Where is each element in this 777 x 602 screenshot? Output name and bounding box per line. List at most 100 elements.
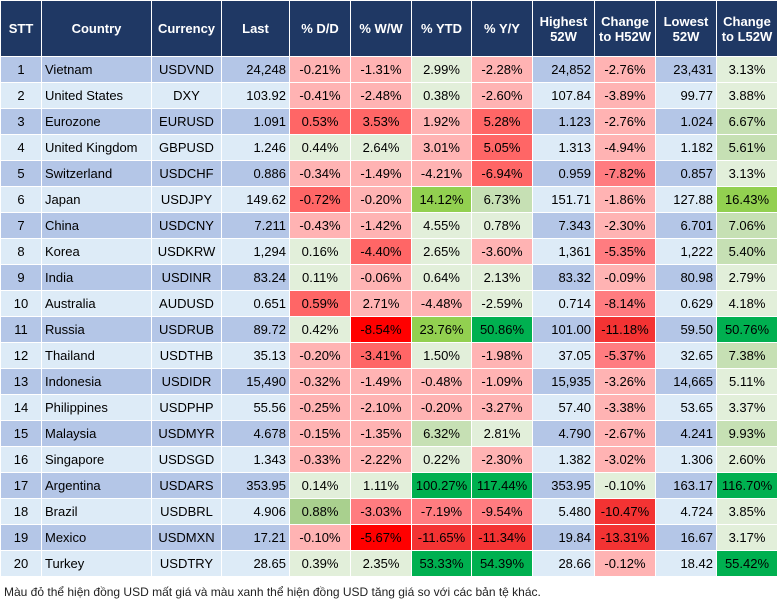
cell-high: 7.343: [532, 212, 595, 239]
cell-l52: 5.11%: [716, 368, 777, 395]
cell-high: 101.00: [532, 316, 595, 343]
header-yy: % Y/Y: [471, 0, 533, 57]
cell-currency: USDJPY: [151, 186, 222, 213]
table-row: 12 Thailand USDTHB 35.13 -0.20% -3.41% 1.50% -1…: [0, 342, 777, 369]
cell-last: 0.651: [221, 290, 290, 317]
cell-country: United Kingdom: [41, 134, 152, 161]
table-row: 3 Eurozone EURUSD 1.091 0.53% 3.53% 1.92% 5.28%…: [0, 108, 777, 135]
cell-yy: 54.39%: [471, 550, 533, 577]
cell-low: 59.50: [655, 316, 717, 343]
footnote: Màu đỏ thể hiện đồng USD mất giá và màu …: [4, 585, 541, 599]
cell-l52: 3.17%: [716, 524, 777, 551]
cell-yy: 50.86%: [471, 316, 533, 343]
cell-yy: -3.60%: [471, 238, 533, 265]
currency-table: STT Country Currency Last% D/D% W/W% YTD% Y…: [0, 0, 777, 577]
cell-last: 35.13: [221, 342, 290, 369]
cell-low: 23,431: [655, 56, 717, 83]
cell-high: 19.84: [532, 524, 595, 551]
cell-last: 1.091: [221, 108, 290, 135]
table-row: 18 Brazil USDBRL 4.906 0.88% -3.03% -7.19% -9.5…: [0, 498, 777, 525]
cell-ww: 2.35%: [350, 550, 412, 577]
cell-ww: 2.64%: [350, 134, 412, 161]
cell-last: 4.678: [221, 420, 290, 447]
cell-l52: 55.42%: [716, 550, 777, 577]
cell-yy: -3.27%: [471, 394, 533, 421]
cell-country: Mexico: [41, 524, 152, 551]
cell-h52: -5.35%: [594, 238, 656, 265]
cell-last: 1.343: [221, 446, 290, 473]
cell-ytd: -0.48%: [411, 368, 472, 395]
cell-low: 53.65: [655, 394, 717, 421]
table-row: 20 Turkey USDTRY 28.65 0.39% 2.35% 53.33% 54.39…: [0, 550, 777, 577]
cell-last: 353.95: [221, 472, 290, 499]
cell-stt: 5: [0, 160, 42, 187]
cell-stt: 13: [0, 368, 42, 395]
cell-dd: -0.21%: [289, 56, 351, 83]
cell-ww: -0.06%: [350, 264, 412, 291]
header-l52: Change to L52W: [716, 0, 777, 57]
header-ww: % W/W: [350, 0, 412, 57]
cell-low: 1.182: [655, 134, 717, 161]
cell-last: 149.62: [221, 186, 290, 213]
cell-country: Indonesia: [41, 368, 152, 395]
cell-ytd: 100.27%: [411, 472, 472, 499]
cell-low: 1.024: [655, 108, 717, 135]
cell-ww: -1.42%: [350, 212, 412, 239]
cell-low: 1,222: [655, 238, 717, 265]
header-last: Last: [221, 0, 290, 57]
header-high: Highest 52W: [532, 0, 595, 57]
cell-high: 15,935: [532, 368, 595, 395]
cell-country: Korea: [41, 238, 152, 265]
cell-stt: 20: [0, 550, 42, 577]
cell-h52: -2.67%: [594, 420, 656, 447]
cell-ytd: 3.01%: [411, 134, 472, 161]
cell-low: 32.65: [655, 342, 717, 369]
cell-yy: 5.28%: [471, 108, 533, 135]
cell-low: 127.88: [655, 186, 717, 213]
cell-high: 1.313: [532, 134, 595, 161]
cell-dd: 0.11%: [289, 264, 351, 291]
cell-low: 0.857: [655, 160, 717, 187]
cell-stt: 10: [0, 290, 42, 317]
cell-stt: 17: [0, 472, 42, 499]
cell-high: 4.790: [532, 420, 595, 447]
cell-currency: USDMYR: [151, 420, 222, 447]
cell-high: 83.32: [532, 264, 595, 291]
cell-h52: -1.86%: [594, 186, 656, 213]
cell-h52: -0.12%: [594, 550, 656, 577]
table-row: 6 Japan USDJPY 149.62 -0.72% -0.20% 14.12% 6.73…: [0, 186, 777, 213]
cell-country: Russia: [41, 316, 152, 343]
cell-dd: -0.33%: [289, 446, 351, 473]
cell-low: 163.17: [655, 472, 717, 499]
cell-currency: EURUSD: [151, 108, 222, 135]
cell-low: 6.701: [655, 212, 717, 239]
cell-ytd: 1.92%: [411, 108, 472, 135]
table-row: 7 China USDCNY 7.211 -0.43% -1.42% 4.55% 0.78% 7…: [0, 212, 777, 239]
cell-country: Philippines: [41, 394, 152, 421]
cell-dd: -0.20%: [289, 342, 351, 369]
cell-ww: -3.03%: [350, 498, 412, 525]
cell-l52: 4.18%: [716, 290, 777, 317]
cell-dd: 0.14%: [289, 472, 351, 499]
cell-high: 1,361: [532, 238, 595, 265]
cell-ww: -1.49%: [350, 368, 412, 395]
cell-stt: 9: [0, 264, 42, 291]
cell-last: 1.246: [221, 134, 290, 161]
cell-stt: 1: [0, 56, 42, 83]
cell-stt: 6: [0, 186, 42, 213]
table-row: 19 Mexico USDMXN 17.21 -0.10% -5.67% -11.65% -1…: [0, 524, 777, 551]
cell-ww: -2.48%: [350, 82, 412, 109]
cell-h52: -4.94%: [594, 134, 656, 161]
cell-country: Brazil: [41, 498, 152, 525]
cell-currency: USDARS: [151, 472, 222, 499]
cell-currency: USDRUB: [151, 316, 222, 343]
cell-country: Argentina: [41, 472, 152, 499]
cell-ytd: 0.64%: [411, 264, 472, 291]
header-low: Lowest 52W: [655, 0, 717, 57]
cell-ww: -0.20%: [350, 186, 412, 213]
cell-ww: -3.41%: [350, 342, 412, 369]
cell-h52: -13.31%: [594, 524, 656, 551]
cell-stt: 4: [0, 134, 42, 161]
cell-high: 24,852: [532, 56, 595, 83]
cell-ww: 3.53%: [350, 108, 412, 135]
